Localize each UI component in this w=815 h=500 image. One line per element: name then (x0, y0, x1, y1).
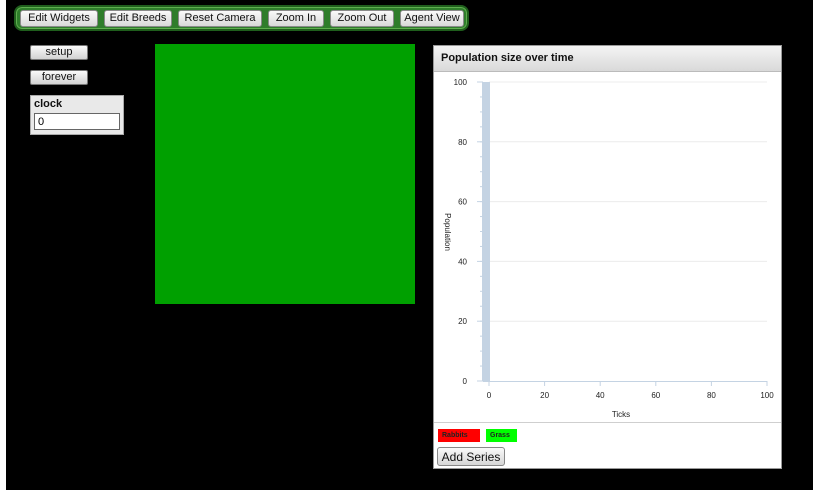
clock-field[interactable] (34, 113, 120, 130)
clock-label: clock (34, 98, 63, 110)
x-tick-label: 80 (707, 391, 716, 400)
x-tick-label: 60 (651, 391, 660, 400)
app-canvas: Edit Widgets Edit Breeds Reset Camera Zo… (6, 0, 813, 490)
y-tick-label: 20 (458, 317, 467, 326)
x-tick-label: 40 (596, 391, 605, 400)
x-axis-label: Ticks (612, 410, 630, 419)
setup-button[interactable]: setup (30, 45, 88, 60)
legend-item-rabbits[interactable]: Rabbits (438, 429, 480, 442)
x-tick-labels: 0 20 40 60 80 100 (487, 391, 774, 400)
legend-item-grass[interactable]: Grass (486, 429, 517, 442)
grid-lines (489, 81, 767, 322)
toolbar: Edit Widgets Edit Breeds Reset Camera Zo… (14, 5, 469, 31)
y-tick-label: 100 (454, 78, 468, 87)
zoom-out-button[interactable]: Zoom Out (330, 10, 394, 27)
clock-monitor: clock (30, 95, 124, 135)
axes (477, 81, 768, 386)
plot-title: Population size over time (441, 52, 574, 64)
add-series-button[interactable]: Add Series (437, 447, 505, 466)
forever-button[interactable]: forever (30, 70, 88, 85)
highlight-band (483, 82, 490, 381)
x-tick-label: 0 (487, 391, 492, 400)
edit-widgets-button[interactable]: Edit Widgets (20, 10, 98, 27)
y-tick-labels: 0 20 40 60 80 100 (454, 78, 468, 386)
y-tick-label: 0 (463, 377, 468, 386)
y-axis-label: Population (443, 213, 452, 251)
series-band (483, 82, 490, 381)
y-tick-label: 40 (458, 257, 467, 266)
y-tick-label: 60 (458, 198, 467, 207)
world-view[interactable] (155, 44, 415, 304)
zoom-in-button[interactable]: Zoom In (268, 10, 324, 27)
x-tick-label: 100 (760, 391, 774, 400)
y-tick-label: 80 (458, 138, 467, 147)
edit-breeds-button[interactable]: Edit Breeds (104, 10, 172, 27)
plot-header: Population size over time (434, 46, 781, 72)
agent-view-button[interactable]: Agent View (400, 10, 464, 27)
reset-camera-button[interactable]: Reset Camera (178, 10, 262, 27)
population-plot: Population size over time 0 20 40 60 80 100 0… (433, 45, 782, 469)
x-tick-label: 20 (540, 391, 549, 400)
plot-divider (434, 422, 781, 423)
chart-area: 0 20 40 60 80 100 0 20 40 60 80 100 Ticks Populati… (443, 78, 774, 419)
